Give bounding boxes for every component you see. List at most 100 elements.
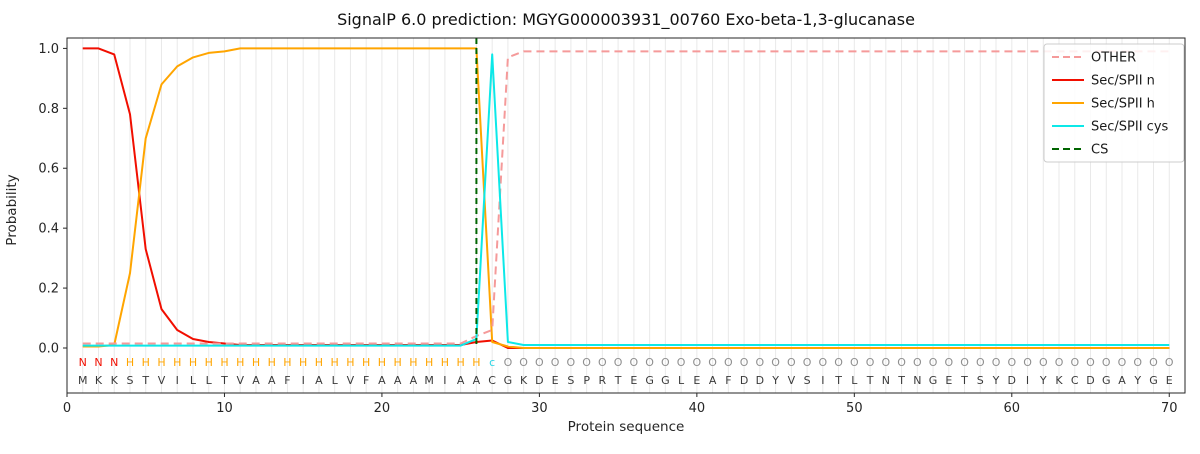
annotation-letter: O	[677, 356, 686, 369]
annotation-letter: O	[818, 356, 827, 369]
sequence-letter: V	[788, 374, 796, 387]
annotation-letter: O	[944, 356, 953, 369]
annotation-letter: H	[362, 356, 370, 369]
sequence-letter: S	[804, 374, 811, 387]
sequence-letter: S	[126, 374, 133, 387]
annotation-letter: O	[1070, 356, 1079, 369]
sequence-letter: T	[141, 374, 149, 387]
sequence-letter: K	[520, 374, 528, 387]
annotation-letter: O	[771, 356, 780, 369]
annotation-letter: O	[708, 356, 717, 369]
sequence-letter: P	[583, 374, 590, 387]
sequence-letter: N	[882, 374, 890, 387]
sequence-letter: E	[945, 374, 952, 387]
annotation-letter: O	[1055, 356, 1064, 369]
sequence-letter: D	[756, 374, 764, 387]
annotation-letter: H	[331, 356, 339, 369]
y-tick-label: 0.2	[38, 282, 59, 297]
sequence-letter: M	[424, 374, 434, 387]
sequence-letter: I	[821, 374, 824, 387]
sequence-letter: L	[190, 374, 197, 387]
sequence-letter: Y	[1133, 374, 1141, 387]
legend-label: Sec/SPII h	[1091, 97, 1155, 112]
sequence-letter: G	[661, 374, 670, 387]
annotation-letter: O	[1023, 356, 1032, 369]
annotation-letter: O	[630, 356, 639, 369]
sequence-letter: C	[488, 374, 496, 387]
sequence-letter: V	[236, 374, 244, 387]
series-line-sec-spii-h	[82, 47, 1170, 349]
annotation-letter: O	[551, 356, 560, 369]
annotation-letter: O	[1165, 356, 1174, 369]
plot-frame	[66, 37, 1186, 394]
sequence-letter: I	[443, 374, 446, 387]
sequence-letter: T	[614, 374, 622, 387]
annotation-letter: O	[1102, 356, 1111, 369]
annotation-letter: H	[252, 356, 260, 369]
annotation-letter: H	[268, 356, 276, 369]
annotation-letter: N	[110, 356, 118, 369]
annotation-letter: H	[441, 356, 449, 369]
annotation-letter: H	[142, 356, 150, 369]
x-tick-label: 40	[689, 401, 706, 416]
sequence-letter: G	[1149, 374, 1158, 387]
x-tick-label: 70	[1161, 401, 1178, 416]
y-tick-label: 0.8	[38, 102, 59, 117]
sequence-letter: D	[740, 374, 748, 387]
annotation-letter: H	[457, 356, 465, 369]
sequence-letter: G	[645, 374, 654, 387]
annotation-letter: O	[756, 356, 765, 369]
sequence-letter: I	[1026, 374, 1029, 387]
sequence-letter: I	[176, 374, 179, 387]
annotation-letter: c	[489, 356, 495, 369]
sequence-letter: D	[535, 374, 543, 387]
annotation-letter: O	[881, 356, 890, 369]
annotation-letter: O	[598, 356, 607, 369]
y-tick-label: 0.4	[38, 222, 59, 237]
legend-label: Sec/SPII cys	[1091, 120, 1169, 135]
sequence-letter: A	[252, 374, 260, 387]
series-line-sec-spii-cys	[82, 53, 1170, 347]
sequence-letter: T	[960, 374, 968, 387]
y-axis-label: Probability	[4, 174, 20, 245]
annotation-letter: O	[661, 356, 670, 369]
annotation-letter: O	[567, 356, 576, 369]
annotation-letter: H	[394, 356, 402, 369]
sequence-letter: S	[567, 374, 574, 387]
annotation-letter: O	[992, 356, 1001, 369]
annotation-letter: O	[724, 356, 733, 369]
series-line-other	[82, 50, 1170, 345]
gridlines	[82, 38, 1170, 393]
x-tick-label: 0	[63, 401, 71, 416]
annotation-letter: O	[740, 356, 749, 369]
sequence-letter: K	[95, 374, 103, 387]
sequence-letter: A	[268, 374, 276, 387]
x-tick-label: 50	[846, 401, 863, 416]
sequence-letter: T	[897, 374, 905, 387]
annotation-letter: O	[1007, 356, 1016, 369]
annotation-letter: H	[157, 356, 165, 369]
annotation-letter: H	[378, 356, 386, 369]
sequence-letter: L	[851, 374, 858, 387]
legend-label: OTHER	[1091, 51, 1136, 66]
annotation-letter: O	[787, 356, 796, 369]
sequence-letter: V	[347, 374, 355, 387]
annotation-letter: H	[236, 356, 244, 369]
sequence-letter: T	[834, 374, 842, 387]
series-line-sec-spii-n	[82, 47, 1170, 349]
annotation-letter: H	[299, 356, 307, 369]
x-tick-label: 30	[531, 401, 548, 416]
sequence-letter: N	[913, 374, 921, 387]
sequence-letter: T	[220, 374, 228, 387]
legend-label: Sec/SPII n	[1091, 74, 1155, 89]
annotation-letter: H	[173, 356, 181, 369]
sequence-letter: V	[158, 374, 166, 387]
sequence-letter: F	[725, 374, 731, 387]
sequence-letter: D	[1086, 374, 1094, 387]
annotation-letter: H	[346, 356, 354, 369]
sequence-letter: T	[866, 374, 874, 387]
sequence-letter: A	[709, 374, 717, 387]
annotation-letter: H	[205, 356, 213, 369]
sequence-letter: M	[78, 374, 88, 387]
